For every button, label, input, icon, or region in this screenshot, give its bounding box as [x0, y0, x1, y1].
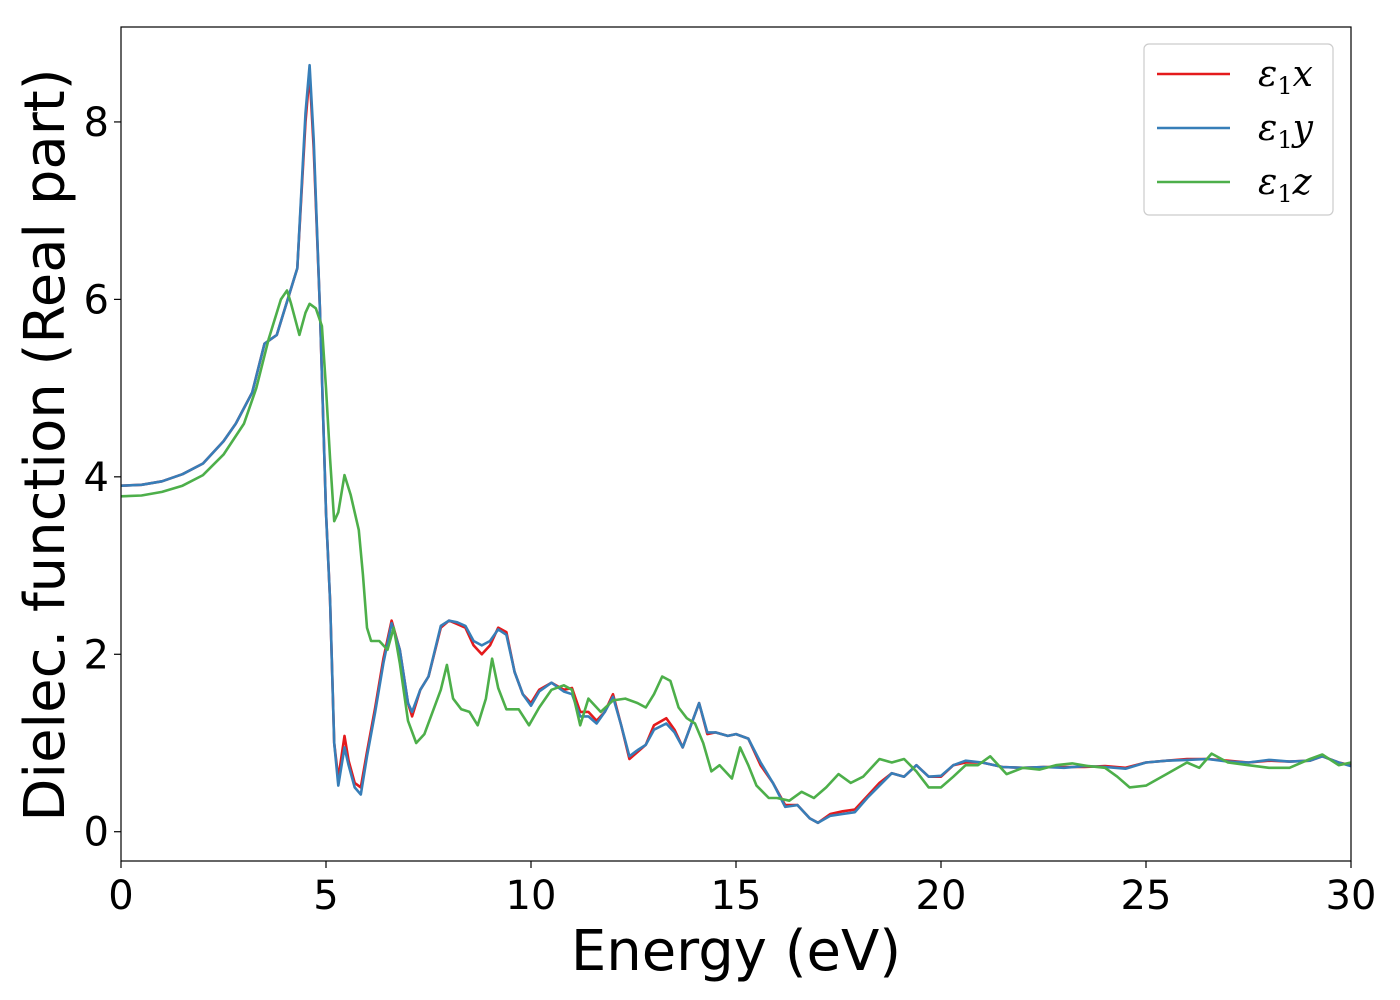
legend-entry-x: ε1x — [1258, 54, 1313, 100]
legend-entry-y: ε1y — [1258, 108, 1314, 154]
ticks-layer: 0 5 10 15 20 25 30 0 2 4 6 8 — [84, 100, 1377, 919]
y-tick-label: 2 — [84, 632, 109, 678]
x-tick-label: 20 — [916, 873, 967, 919]
x-tick-label: 30 — [1326, 873, 1377, 919]
x-tick-label: 15 — [711, 873, 762, 919]
y-axis-label: Dielec. function (Real part) — [13, 68, 78, 821]
plot-layer — [121, 63, 1351, 825]
x-tick-label: 0 — [108, 873, 133, 919]
x-axis-label: Energy (eV) — [571, 919, 901, 984]
y-tick-label: 4 — [84, 455, 109, 501]
y-tick-label: 8 — [84, 100, 109, 146]
series-line-y — [121, 63, 1351, 825]
legend-entry-z: ε1z — [1258, 162, 1313, 208]
legend: ε1x ε1y ε1z — [1143, 43, 1334, 216]
x-tick-label: 25 — [1121, 873, 1172, 919]
x-tick-label: 10 — [506, 873, 557, 919]
x-tick-label: 5 — [313, 873, 338, 919]
legend-frame — [1143, 43, 1334, 216]
plot-frame — [120, 26, 1352, 862]
series-line-z — [121, 289, 1351, 802]
y-tick-label: 6 — [84, 277, 109, 323]
y-tick-label: 0 — [84, 810, 109, 856]
